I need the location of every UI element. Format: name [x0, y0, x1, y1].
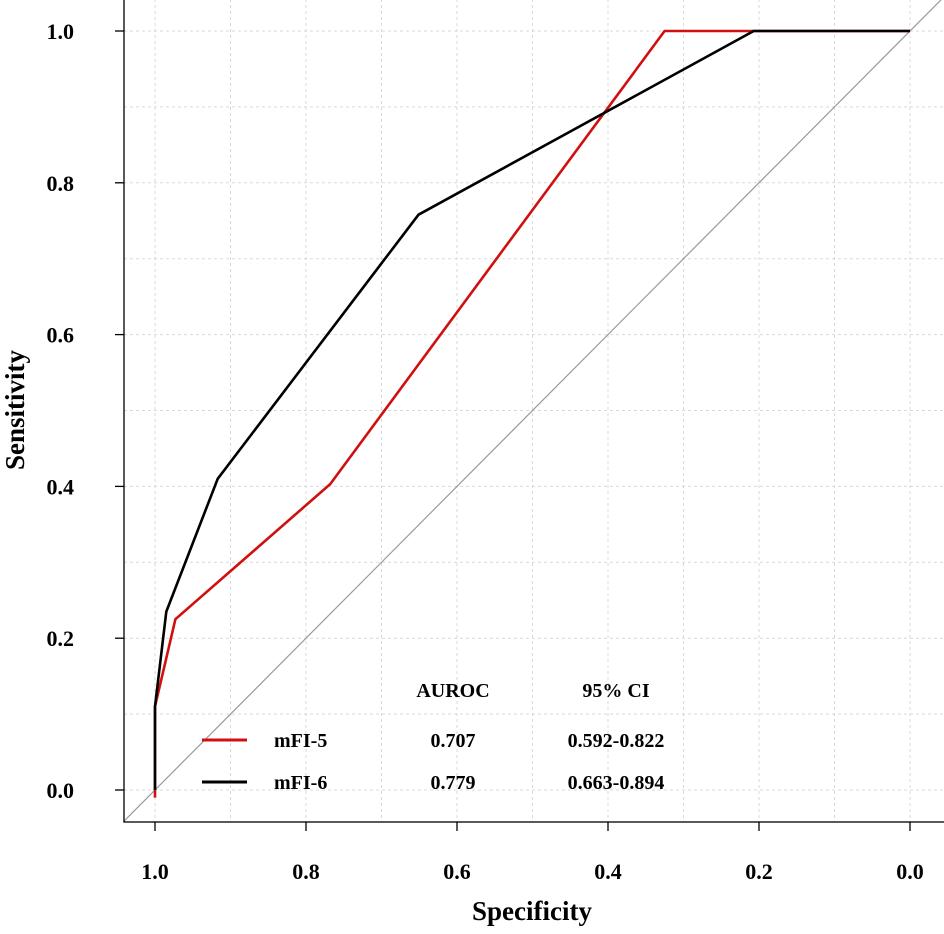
x-tick-label: 0.2 — [745, 859, 773, 884]
grid — [124, 0, 944, 822]
legend-auroc-mfi5: 0.707 — [431, 730, 476, 752]
y-tick-label: 0.2 — [47, 626, 75, 651]
legend-label-mfi5: mFI-5 — [274, 730, 327, 752]
x-tick-label: 0.4 — [594, 859, 622, 884]
plot-frame — [123, 0, 944, 823]
reference-diagonal-line — [122, 0, 942, 823]
x-tick-label: 0.0 — [896, 859, 924, 884]
legend-ci-mfi6: 0.663-0.894 — [568, 772, 665, 794]
x-tick-label: 1.0 — [141, 859, 169, 884]
y-axis-title: Sensitivity — [0, 349, 30, 470]
series-line-mfi6 — [153, 29, 910, 790]
y-tick-label: 0.6 — [47, 323, 75, 348]
y-tick-label: 1.0 — [47, 19, 75, 44]
y-tick-label: 0.0 — [47, 778, 75, 803]
legend: AUROC 95% CI mFI-5 0.707 0.592-0.822 mFI… — [202, 680, 664, 794]
x-axis-title: Specificity — [472, 896, 592, 926]
legend-header-auroc: AUROC — [416, 680, 489, 702]
x-tick-label: 0.8 — [292, 859, 320, 884]
legend-auroc-mfi6: 0.779 — [431, 772, 476, 794]
y-tick-label: 0.8 — [47, 171, 75, 196]
x-axis-ticks: 1.0 0.8 0.6 0.4 0.2 0.0 — [141, 822, 924, 884]
legend-label-mfi6: mFI-6 — [274, 772, 327, 794]
y-tick-label: 0.4 — [47, 474, 75, 499]
x-tick-label: 0.6 — [443, 859, 471, 884]
series-layer — [153, 29, 910, 798]
legend-header-ci: 95% CI — [582, 680, 649, 702]
legend-ci-mfi5: 0.592-0.822 — [568, 730, 665, 752]
y-axis-ticks: 0.0 0.2 0.4 0.6 0.8 1.0 — [47, 19, 124, 803]
